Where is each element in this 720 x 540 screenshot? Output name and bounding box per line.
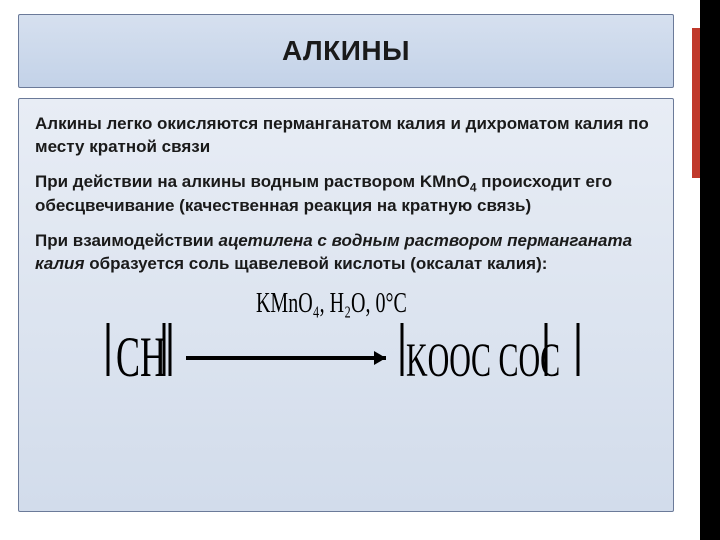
p2-text-a: При действии на алкины водным раствором … — [35, 172, 470, 191]
p3-text-b: образуется соль щавелевой кислоты (оксал… — [84, 254, 547, 273]
slide-title: АЛКИНЫ — [29, 35, 663, 67]
p3-text-a: При взаимодействии — [35, 231, 218, 250]
paragraph-1: Алкины легко окисляются перманганатом ка… — [35, 113, 657, 159]
slide-container: АЛКИНЫ Алкины легко окисляются перманган… — [0, 0, 692, 540]
reaction-left-text: CH — [116, 326, 166, 383]
paragraph-2: При действии на алкины водным раствором … — [35, 171, 657, 219]
title-box: АЛКИНЫ — [18, 14, 674, 88]
right-red-bar — [692, 28, 700, 178]
paragraph-3: При взаимодействии ацетилена с водным ра… — [35, 230, 657, 276]
content-box: Алкины легко окисляются перманганатом ка… — [18, 98, 674, 512]
p2-subscript: 4 — [470, 180, 477, 194]
reaction-right-text: KOOC COC — [406, 333, 560, 383]
reaction-scheme: CH KMnO₄, H₂O, 0°C KOOC COC — [106, 288, 586, 383]
reaction-arrow-head — [374, 351, 386, 365]
right-black-bar — [700, 0, 720, 540]
reaction-conditions: KMnO₄, H₂O, 0°C — [256, 288, 407, 319]
